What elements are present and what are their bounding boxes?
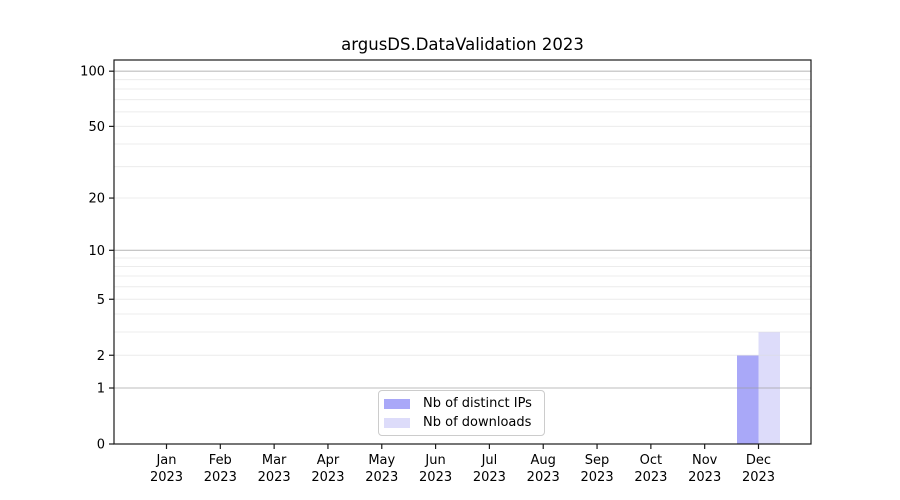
y-gridlines-major (114, 70, 811, 389)
x-tick-label-year: 2023 (527, 470, 560, 485)
x-tick-label-month: Sep (585, 453, 610, 468)
x-tick-label-year: 2023 (742, 470, 775, 485)
x-tick-label-year: 2023 (311, 470, 344, 485)
chart-title: argusDS.DataValidation 2023 (341, 35, 584, 54)
x-tick-label-month: Feb (209, 453, 232, 468)
y-tick-label: 50 (88, 120, 105, 135)
x-tick-label-month: Dec (746, 453, 771, 468)
bar-nb-of-distinct-ips (737, 355, 759, 444)
legend-label: Nb of downloads (423, 415, 532, 430)
y-tick-label: 20 (88, 192, 105, 207)
plot-border (113, 59, 812, 445)
legend-swatch-distinct-ips (384, 398, 410, 409)
y-tick-label: 1 (97, 382, 105, 397)
y-axis: 0 1 2 5 10 20 50 100 (80, 65, 114, 453)
x-tick-label-month: Oct (640, 453, 662, 468)
x-tick-label-month: Apr (317, 453, 340, 468)
x-tick-label-year: 2023 (634, 470, 667, 485)
x-tick-label-month: Jul (481, 453, 498, 468)
x-tick-label-month: Nov (692, 453, 718, 468)
x-tick-label-year: 2023 (365, 470, 398, 485)
y-tick-label: 100 (80, 65, 105, 80)
x-tick-label-year: 2023 (204, 470, 237, 485)
x-tick-label-month: Mar (262, 453, 287, 468)
y-tick-label: 10 (88, 244, 105, 259)
x-tick-label-year: 2023 (150, 470, 183, 485)
x-tick-label-year: 2023 (419, 470, 452, 485)
legend: Nb of distinct IPs Nb of downloads (378, 390, 545, 436)
x-tick-label-month: Aug (531, 453, 556, 468)
legend-label: Nb of distinct IPs (423, 396, 532, 411)
legend-swatch-downloads (384, 417, 410, 428)
x-tick-label-year: 2023 (688, 470, 721, 485)
y-tick-label: 2 (97, 349, 105, 364)
x-tick-label-year: 2023 (473, 470, 506, 485)
x-tick-label-month: Jun (424, 453, 445, 468)
legend-item: Nb of downloads (384, 416, 544, 429)
y-tick-label: 5 (97, 293, 105, 308)
x-tick-label-month: Jan (155, 453, 176, 468)
x-tick-label-month: May (368, 453, 395, 468)
legend-item: Nb of distinct IPs (384, 397, 544, 410)
y-tick-label: 0 (97, 438, 105, 453)
x-axis: Jan 2023 Feb 2023 Mar 2023 Apr 2023 May 2023 Jun 20… (150, 444, 775, 485)
x-tick-label-year: 2023 (258, 470, 291, 485)
x-tick-label-year: 2023 (581, 470, 614, 485)
y-gridlines-minor (114, 79, 811, 356)
